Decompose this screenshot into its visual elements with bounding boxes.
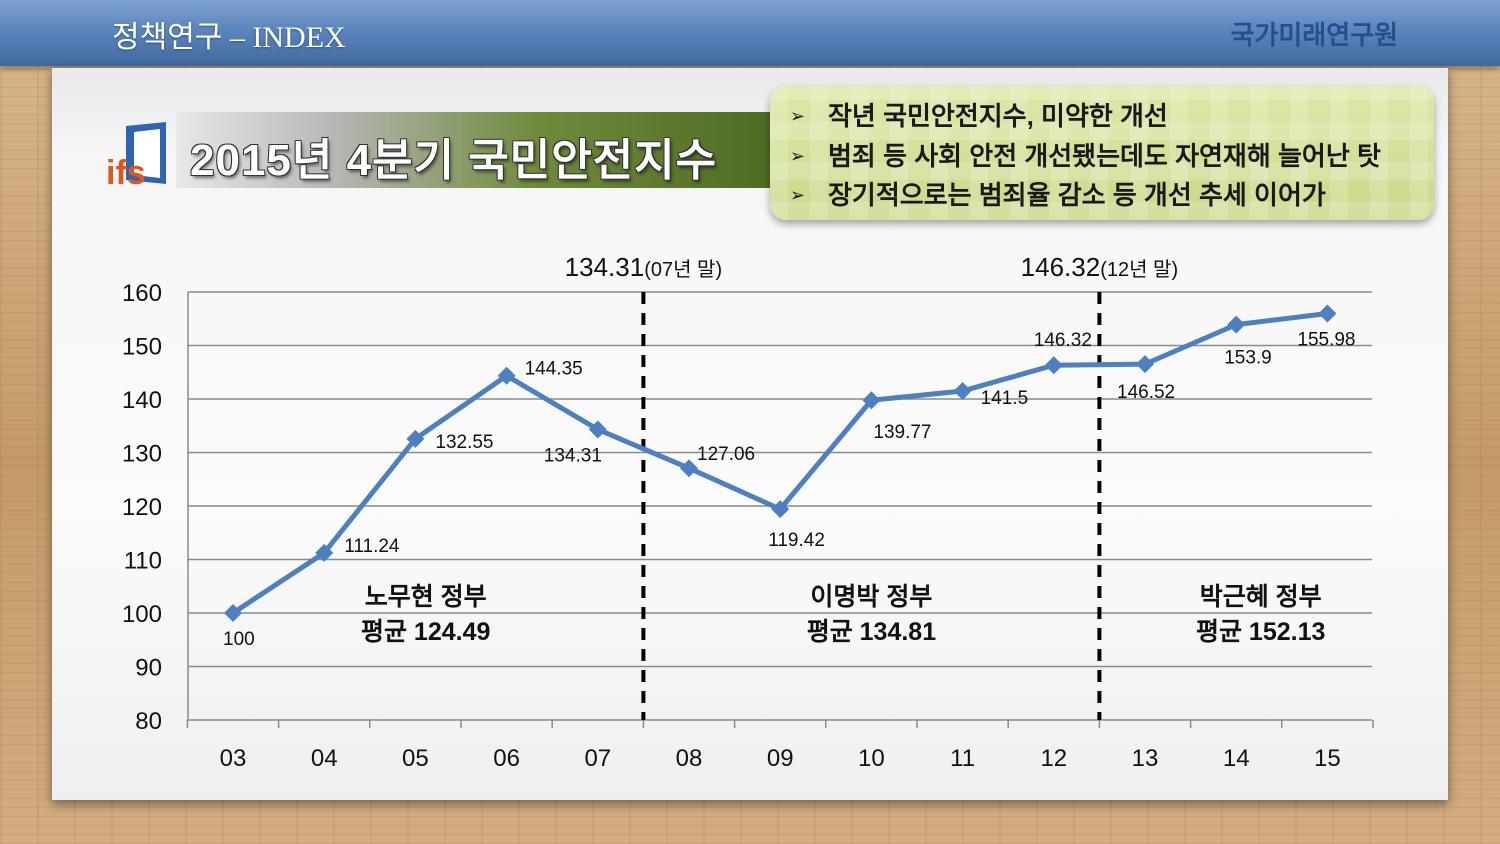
data-point-marker [224, 604, 242, 622]
summary-bullet-2: ➢ 범죄 등 사회 안전 개선됐는데도 자연재해 늘어난 탓 [790, 141, 1381, 171]
era-name: 노무현 정부 [365, 583, 487, 611]
data-point-marker [953, 381, 972, 400]
main-title: 2015년 4분기 국민안전지수 [190, 136, 718, 185]
data-point-marker [406, 429, 425, 448]
data-label: 155.98 [1297, 330, 1355, 351]
era-average: 평균 134.81 [807, 618, 937, 646]
x-tick-label: 04 [311, 745, 338, 772]
y-tick-label: 120 [122, 494, 162, 521]
data-label: 153.9 [1224, 348, 1272, 369]
data-point-marker [588, 420, 607, 439]
bullet-arrow-icon: ➢ [790, 106, 806, 126]
era-name: 박근혜 정부 [1200, 583, 1322, 611]
x-tick-label: 15 [1314, 745, 1341, 772]
data-label: 127.06 [697, 444, 755, 465]
data-label: 141.5 [981, 388, 1029, 409]
x-tick-label: 12 [1040, 745, 1067, 772]
era-name: 이명박 정부 [810, 583, 932, 611]
logo-text: ifs [106, 154, 146, 188]
data-label: 146.52 [1117, 382, 1175, 403]
x-tick-label: 13 [1132, 745, 1159, 772]
divider-annotation: 146.32(12년 말) [1021, 252, 1178, 282]
data-point-marker [1318, 304, 1337, 323]
x-tick-label: 07 [584, 745, 611, 772]
x-tick-label: 14 [1223, 745, 1250, 772]
data-point-marker [680, 459, 698, 478]
y-tick-label: 150 [122, 334, 162, 361]
x-tick-label: 11 [950, 745, 975, 772]
y-tick-label: 140 [122, 387, 162, 414]
y-tick-label: 80 [135, 708, 162, 735]
y-tick-label: 160 [122, 280, 162, 307]
y-tick-label: 110 [124, 548, 162, 575]
summary-bullet-1: ➢ 작년 국민안전지수, 미약한 개선 [790, 101, 1168, 131]
data-point-marker [771, 500, 790, 519]
data-point-marker [1044, 356, 1063, 375]
series-line [231, 311, 1328, 616]
data-point-marker [862, 391, 881, 410]
summary-bullet-3: ➢ 장기적으로는 범죄율 감소 등 개선 추세 이어가 [790, 180, 1326, 210]
data-label: 132.55 [435, 432, 493, 453]
bullet-arrow-icon: ➢ [790, 146, 806, 166]
data-point-marker [497, 366, 516, 385]
x-tick-label: 06 [493, 745, 520, 772]
x-tick-label: 03 [220, 745, 247, 772]
title-band [176, 112, 776, 188]
data-label: 111.24 [344, 536, 400, 557]
header-title: 정책연구 – INDEX [112, 21, 346, 54]
org-name: 국가미래연구원 [1230, 20, 1398, 50]
data-point-marker [1136, 355, 1154, 374]
bullet-arrow-icon: ➢ [790, 185, 806, 205]
era-average: 평균 152.13 [1196, 618, 1325, 646]
era-average: 평균 124.49 [361, 618, 490, 646]
summary-box: ➢ 작년 국민안전지수, 미약한 개선 ➢ 범죄 등 사회 안전 개선됐는데도 자연… [770, 86, 1434, 220]
x-tick-label: 09 [767, 745, 794, 772]
x-tick-label: 08 [676, 745, 703, 772]
y-tick-label: 130 [122, 441, 162, 468]
y-tick-label: 100 [122, 601, 162, 628]
header-bar: 정책연구 – INDEX 국가미래연구원 [0, 0, 1500, 66]
data-point-marker [1227, 315, 1246, 334]
x-tick-label: 10 [858, 745, 885, 772]
data-label: 139.77 [873, 422, 931, 443]
data-label: 146.32 [1034, 330, 1092, 351]
data-label: 144.35 [525, 359, 583, 380]
data-label: 119.42 [768, 530, 825, 551]
x-tick-label: 05 [402, 745, 429, 772]
data-label: 100 [223, 629, 255, 650]
ifs-logo-icon: ifs [106, 122, 166, 188]
data-point-marker [315, 543, 334, 562]
y-tick-label: 90 [135, 655, 162, 682]
divider-annotation: 134.31(07년 말) [565, 252, 722, 282]
data-label: 134.31 [544, 445, 602, 466]
